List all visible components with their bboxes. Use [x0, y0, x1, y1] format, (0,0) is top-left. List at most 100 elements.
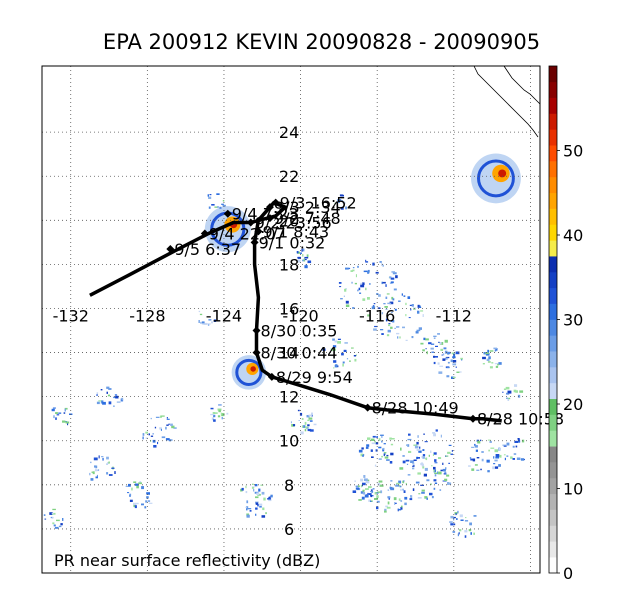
echo-cell: [97, 469, 100, 471]
echo-cell: [394, 308, 397, 311]
echo-cell: [362, 482, 366, 486]
echo-cell: [453, 523, 456, 526]
echo-cell: [166, 417, 168, 419]
echo-cell: [51, 512, 54, 514]
echo-cell: [106, 386, 110, 389]
colorbar-swatch: [549, 493, 557, 510]
echo-cell: [481, 458, 484, 462]
echo-cell: [56, 519, 60, 522]
echo-cell: [444, 471, 447, 474]
echo-cell: [430, 343, 435, 345]
track-point-label: 8/30 0:44: [261, 344, 338, 363]
echo-cell: [217, 206, 219, 208]
echo-cell: [447, 353, 450, 355]
colorbar-swatch: [549, 224, 557, 241]
echo-cell: [413, 444, 418, 446]
echo-cell: [499, 454, 502, 458]
echo-cell: [297, 251, 300, 254]
echo-cell: [474, 445, 478, 448]
echo-cell: [53, 524, 56, 527]
echo-cell: [342, 363, 344, 367]
echo-cell: [92, 471, 95, 475]
latitude-label: 8: [284, 476, 294, 495]
echo-cell: [389, 276, 392, 279]
echo-cell: [221, 413, 225, 417]
echo-cell: [375, 442, 379, 445]
longitude-label: -120: [282, 307, 318, 326]
echo-cell: [474, 464, 478, 466]
echo-cell: [416, 441, 419, 445]
echo-cell: [340, 298, 343, 300]
echo-cell: [303, 258, 305, 262]
echo-cell: [449, 521, 453, 523]
track-point-marker: [223, 209, 232, 218]
echo-cell: [480, 468, 482, 471]
colorbar-tick-label: 30: [563, 311, 583, 330]
echo-cell: [216, 193, 220, 195]
echo-cell: [298, 420, 300, 421]
echo-cell: [352, 490, 357, 493]
echo-cell: [414, 445, 419, 449]
echo-cell: [345, 304, 350, 307]
echo-cell: [373, 303, 376, 305]
echo-cell: [251, 486, 254, 489]
echo-cell: [107, 462, 109, 465]
echo-cell: [498, 464, 501, 467]
echo-cell: [214, 206, 218, 208]
echo-cell: [434, 472, 438, 474]
echo-cell: [442, 462, 444, 465]
echo-cell: [517, 438, 520, 440]
echo-cell: [455, 513, 457, 516]
colorbar-swatch: [549, 541, 557, 558]
echo-cell: [362, 492, 366, 495]
echo-cell: [490, 447, 495, 449]
echo-cell: [424, 496, 428, 499]
echo-cell: [343, 349, 347, 352]
echo-cell: [333, 367, 335, 369]
echo-cell: [438, 371, 443, 374]
echo-cell: [399, 467, 404, 470]
echo-cell: [503, 388, 507, 390]
echo-cell: [507, 390, 512, 394]
echo-cell: [332, 348, 336, 351]
echo-cell: [471, 468, 475, 471]
echo-cell: [390, 452, 394, 456]
echo-cell: [199, 313, 203, 316]
echo-cell: [300, 252, 302, 254]
echo-cell: [419, 306, 422, 308]
echo-cell: [408, 317, 411, 319]
echo-cell: [301, 418, 304, 420]
longitude-label: -112: [436, 307, 472, 326]
echo-cell: [302, 248, 305, 252]
echo-cell: [489, 440, 492, 443]
echo-cell: [353, 355, 357, 357]
echo-cell: [435, 345, 438, 347]
echo-cell: [431, 496, 434, 499]
echo-cell: [311, 412, 313, 416]
echo-cell: [355, 487, 360, 490]
echo-cell: [352, 267, 355, 269]
echo-cell: [302, 254, 304, 257]
echo-cell: [389, 461, 393, 464]
echo-cell: [111, 467, 115, 469]
track-point-marker: [246, 218, 255, 227]
colorbar-tick-label: 0: [563, 564, 573, 583]
colorbar-tick-label: 40: [563, 226, 583, 245]
echo-cell: [434, 469, 436, 473]
echo-cell: [494, 363, 499, 365]
echo-cell: [96, 392, 99, 395]
echo-cell: [214, 412, 218, 414]
storm-track: [89, 200, 502, 423]
echo-cell: [469, 522, 472, 526]
echo-cell: [447, 361, 450, 364]
echo-cell: [452, 376, 456, 379]
echo-cell: [433, 361, 436, 365]
echo-cell: [403, 490, 406, 493]
echo-cell: [270, 494, 273, 498]
echo-cell: [198, 320, 200, 323]
echo-cell: [165, 438, 170, 441]
echo-cell: [343, 295, 345, 297]
echo-cell: [411, 304, 414, 307]
echo-cell: [450, 515, 454, 519]
echo-cell: [416, 449, 421, 451]
